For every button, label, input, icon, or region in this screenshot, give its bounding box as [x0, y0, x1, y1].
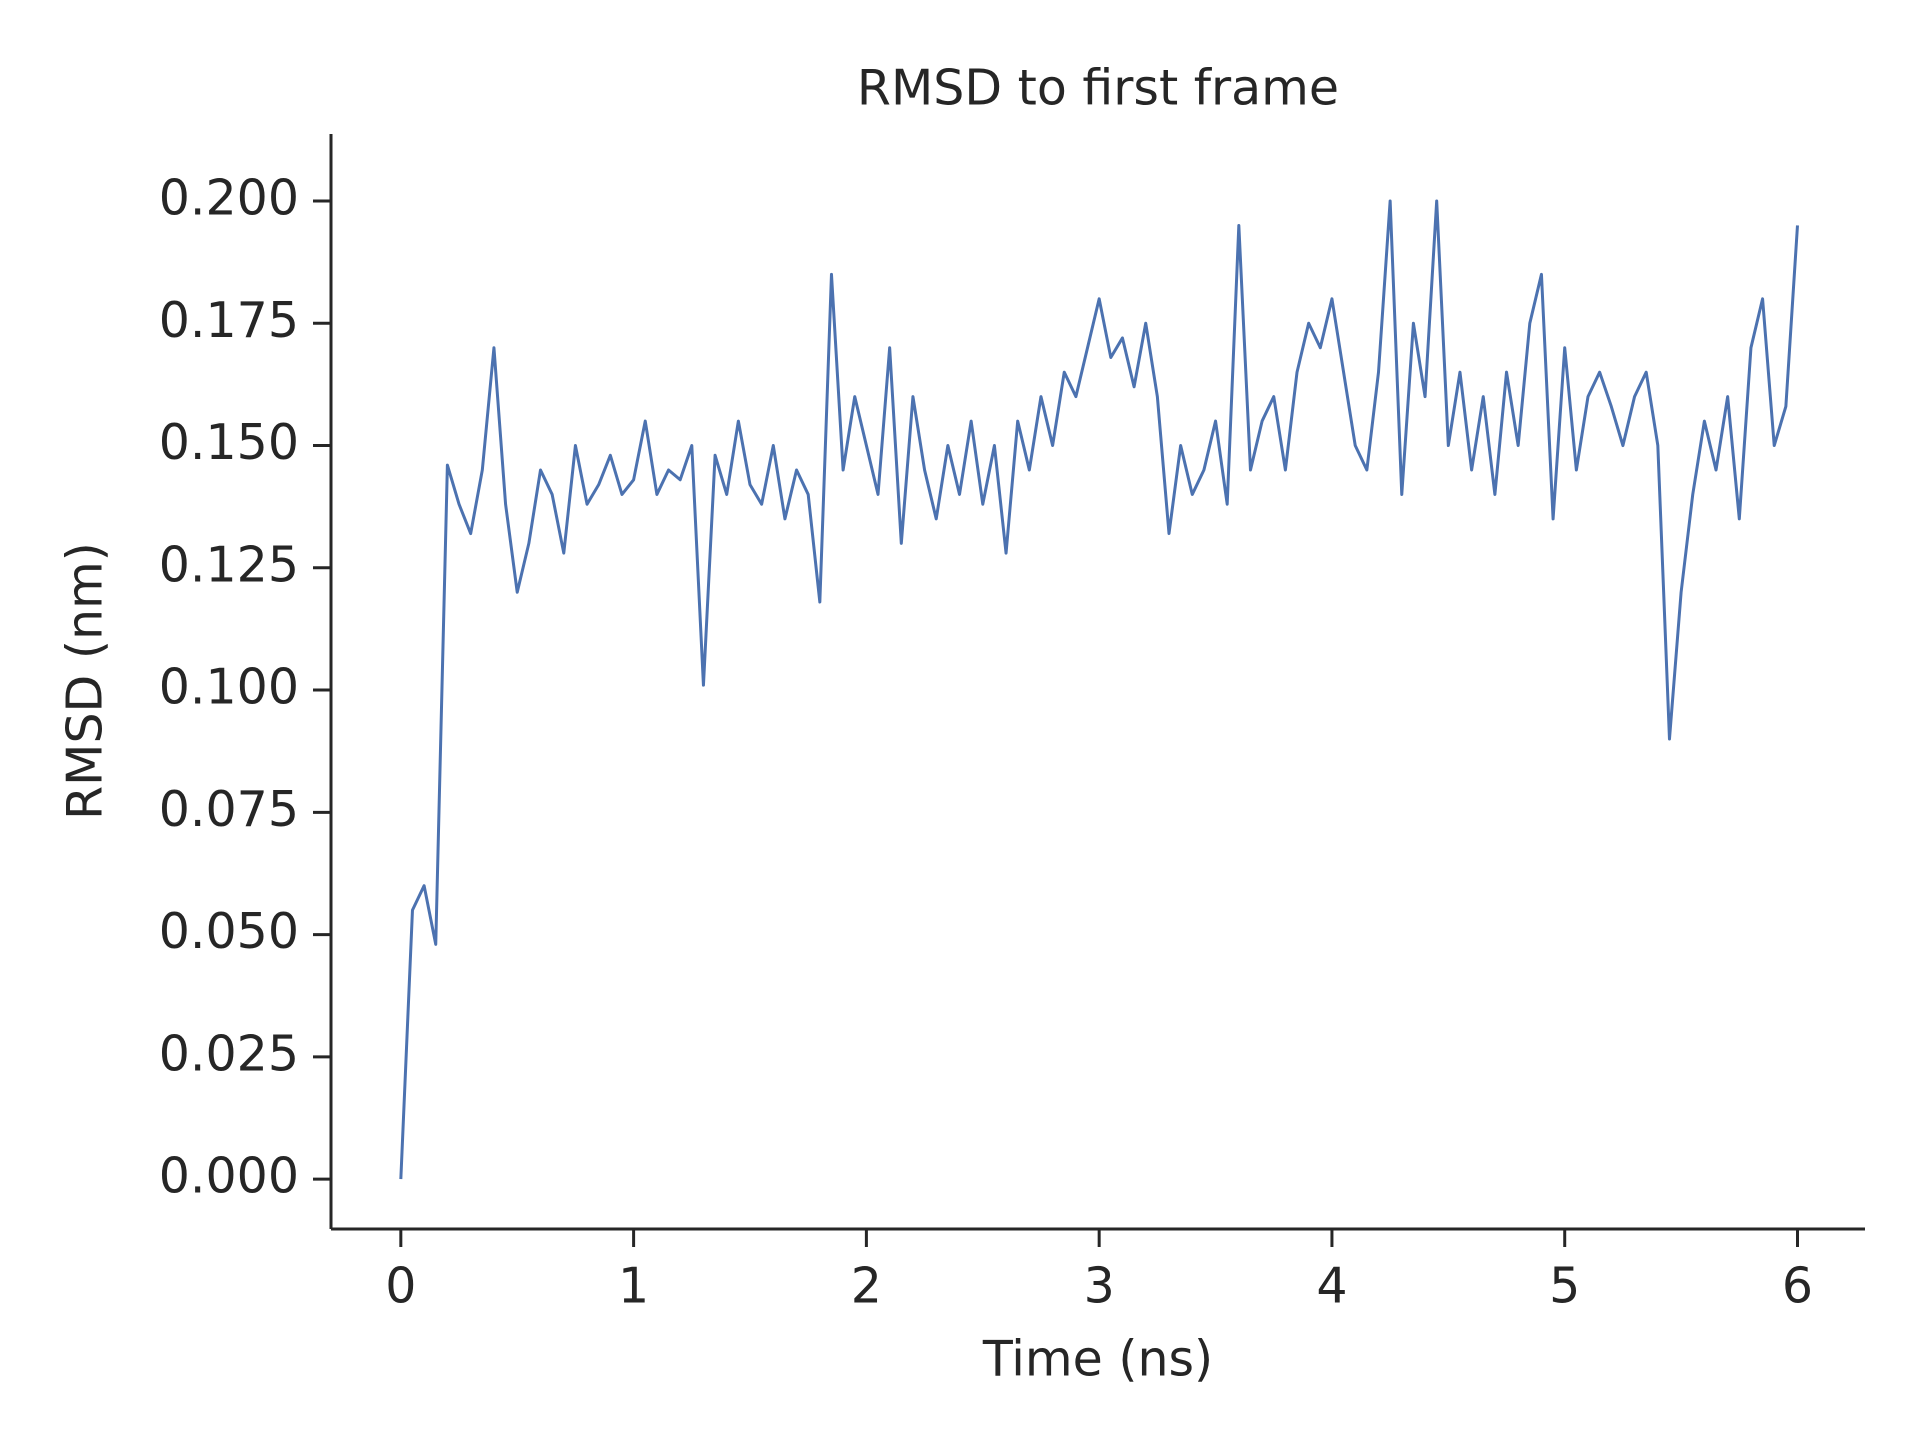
y-tick-label: 0.175: [159, 292, 299, 349]
data-line: [399, 199, 1799, 1180]
x-tick-label: 6: [1782, 1258, 1813, 1315]
y-tick-label: 0.125: [159, 536, 299, 593]
x-tick-label: 4: [1316, 1258, 1347, 1315]
x-axis-label: Time (ns): [982, 1331, 1213, 1388]
y-tick-label: 0.025: [159, 1025, 299, 1082]
x-tick-label: 3: [1084, 1258, 1115, 1315]
x-tick-label: 5: [1549, 1258, 1580, 1315]
y-tick-label: 0.000: [159, 1148, 299, 1205]
y-tick-label: 0.150: [159, 414, 299, 471]
y-tick-label: 0.050: [159, 903, 299, 960]
x-tick-label: 1: [618, 1258, 649, 1315]
x-tick-label: 2: [851, 1258, 882, 1315]
chart-title: RMSD to first frame: [857, 60, 1339, 117]
x-tick-label: 0: [385, 1258, 416, 1315]
y-tick-label: 0.100: [159, 659, 299, 716]
y-tick-label: 0.200: [159, 170, 299, 227]
y-tick-label: 0.075: [159, 781, 299, 838]
y-axis-label: RMSD (nm): [57, 542, 114, 820]
